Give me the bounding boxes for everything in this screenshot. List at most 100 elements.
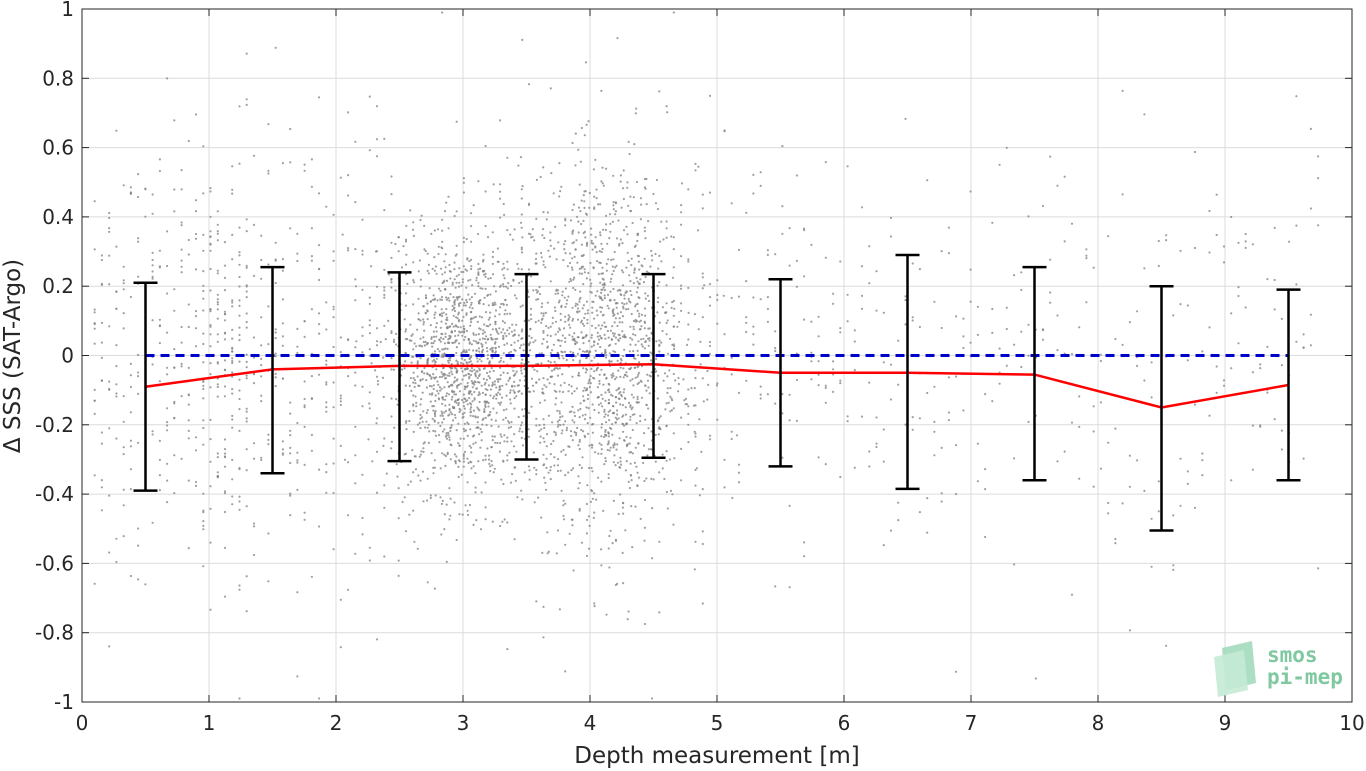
scatter-point <box>476 342 479 345</box>
scatter-point <box>555 366 558 370</box>
scatter-point <box>604 428 607 432</box>
scatter-point <box>474 373 477 376</box>
scatter-point <box>660 260 663 263</box>
scatter-point <box>620 359 623 362</box>
scatter-point <box>549 361 552 364</box>
scatter-point <box>453 453 456 456</box>
scatter-point <box>423 329 426 332</box>
scatter-point <box>151 319 154 322</box>
scatter-point <box>643 226 647 229</box>
scatter-point <box>532 451 535 454</box>
mean-path <box>145 362 1289 409</box>
scatter-point <box>745 330 748 334</box>
scatter-point <box>445 432 448 435</box>
scatter-point <box>455 429 458 432</box>
scatter-point <box>585 334 588 337</box>
scatter-point <box>458 281 461 284</box>
scatter-point <box>991 221 994 224</box>
scatter-point <box>194 484 198 487</box>
scatter-point <box>209 418 212 421</box>
scatter-point <box>636 471 639 474</box>
scatter-point <box>564 320 567 323</box>
scatter-point <box>752 325 755 328</box>
scatter-point <box>635 180 639 184</box>
scatter-point <box>209 373 212 376</box>
scatter-point <box>419 218 422 222</box>
scatter-point <box>774 402 777 405</box>
scatter-point <box>629 436 632 439</box>
scatter-point <box>672 432 675 435</box>
errorbar <box>514 272 539 461</box>
scatter-point <box>93 200 96 203</box>
scatter-point <box>853 329 856 332</box>
scatter-point <box>803 541 806 544</box>
scatter-point <box>426 499 429 502</box>
scatter-point <box>404 304 408 307</box>
scatter-point <box>424 312 427 315</box>
scatter-point <box>508 326 511 329</box>
scatter-point <box>549 325 552 328</box>
scatter-point <box>462 325 465 328</box>
scatter-point <box>1070 421 1074 424</box>
scatter-point <box>469 360 472 363</box>
scatter-point <box>427 263 430 266</box>
scatter-point <box>607 336 610 339</box>
scatter-point <box>491 520 494 523</box>
scatter-point <box>390 241 393 244</box>
logo-line-1: smos <box>1267 643 1318 667</box>
scatter-point <box>385 472 388 475</box>
scatter-point <box>766 393 770 396</box>
scatter-point <box>395 332 398 335</box>
scatter-point <box>600 548 603 551</box>
scatter-point <box>332 345 335 349</box>
scatter-point <box>592 344 596 347</box>
scatter-point <box>590 282 593 285</box>
scatter-point <box>454 339 457 342</box>
scatter-point <box>339 444 342 447</box>
scatter-point <box>458 444 461 447</box>
scatter-point <box>599 281 602 284</box>
scatter-point <box>615 448 618 451</box>
scatter-point <box>817 373 820 376</box>
scatter-point <box>627 204 630 207</box>
scatter-point <box>619 366 622 369</box>
scatter-point <box>405 253 408 256</box>
scatter-point <box>435 322 438 325</box>
scatter-point <box>614 342 617 345</box>
scatter-point <box>576 426 579 430</box>
scatter-point <box>506 156 509 159</box>
scatter-point <box>598 261 601 264</box>
scatter-point <box>422 500 425 503</box>
scatter-point <box>465 298 468 302</box>
scatter-point <box>416 328 419 331</box>
scatter-point <box>645 270 649 273</box>
scatter-point <box>462 315 465 319</box>
scatter-point <box>274 355 277 358</box>
scatter-point <box>571 257 574 260</box>
scatter-point <box>549 87 552 90</box>
scatter-point <box>370 265 373 268</box>
scatter-point <box>180 362 183 365</box>
scatter-point <box>475 349 478 352</box>
scatter-point <box>506 436 509 439</box>
scatter-point <box>354 346 357 349</box>
scatter-point <box>707 383 710 386</box>
scatter-point <box>412 381 415 384</box>
scatter-point <box>716 322 719 325</box>
scatter-point <box>180 457 183 460</box>
scatter-point <box>991 400 994 403</box>
scatter-point <box>625 435 628 439</box>
scatter-point <box>1056 349 1059 352</box>
scatter-point <box>542 314 545 317</box>
scatter-point <box>1063 240 1066 243</box>
scatter-point <box>568 280 571 283</box>
scatter-point <box>469 408 472 411</box>
scatter-point <box>534 257 538 261</box>
scatter-point <box>539 441 542 444</box>
scatter-point <box>596 386 600 389</box>
scatter-point <box>439 467 442 470</box>
scatter-point <box>1070 353 1074 356</box>
scatter-point <box>491 250 495 253</box>
scatter-point <box>578 440 581 443</box>
scatter-point <box>457 273 460 276</box>
